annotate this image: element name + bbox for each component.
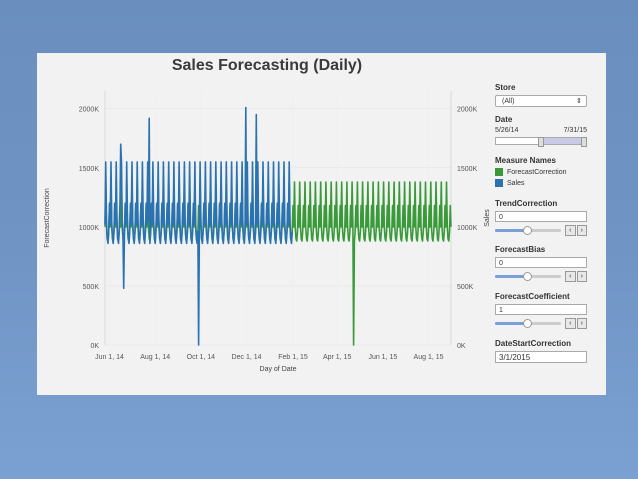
line-chart: 0K 0K 500K 500K 1000K 1000K 1500K 1500K 2000K 200… — [44, 91, 491, 373]
date-end: 7/31/15 — [563, 127, 587, 134]
y-tick-label-right: 2000K — [457, 107, 478, 114]
blue-swatch-icon — [495, 179, 503, 187]
measure-names-legend: Measure Names ForecastCorrection Sales — [495, 156, 603, 190]
y-tick-label-right: 500K — [457, 284, 474, 291]
bias-parameter: ForecastBias 0 ‹ › — [495, 245, 603, 282]
trend-slider-fill — [495, 229, 527, 232]
x-tick-label: Apr 1, 15 — [323, 354, 352, 361]
date-filter: Date 5/26/14 7/31/15 — [495, 115, 603, 147]
bias-input[interactable]: 0 — [495, 257, 587, 268]
bias-slider-row: ‹ › — [495, 271, 587, 282]
bias-slider-knob[interactable] — [523, 272, 532, 281]
series-line-sales — [104, 106, 293, 346]
y-axis-label-right: Sales — [484, 209, 491, 227]
date-start-correction-input[interactable]: 3/1/2015 — [495, 351, 587, 363]
store-dropdown[interactable]: (All) ⇕ — [495, 95, 587, 107]
coefficient-slider-knob[interactable] — [523, 319, 532, 328]
store-value: (All) — [502, 98, 515, 105]
date-range-values: 5/26/14 7/31/15 — [495, 127, 587, 134]
y-tick-label-left: 2000K — [79, 107, 100, 114]
coefficient-slider-fill — [495, 322, 527, 325]
x-tick-label: Aug 1, 15 — [414, 354, 444, 361]
legend-item-forecast[interactable]: ForecastCorrection — [495, 168, 603, 176]
trend-label: TrendCorrection — [495, 199, 558, 208]
trend-slider-row: ‹ › — [495, 225, 587, 236]
x-tick-label: Aug 1, 14 — [140, 354, 170, 361]
store-filter: Store (All) ⇕ — [495, 83, 603, 107]
y-tick-label-left: 0K — [90, 343, 99, 350]
x-tick-label: Oct 1, 14 — [187, 354, 216, 361]
green-swatch-icon — [495, 168, 503, 176]
updown-arrow-icon: ⇕ — [576, 98, 582, 105]
date-start-correction-label: DateStartCorrection — [495, 339, 572, 348]
x-axis-label: Day of Date — [260, 366, 297, 373]
y-tick-label-left: 1000K — [79, 225, 100, 232]
date-start: 5/26/14 — [495, 127, 519, 134]
measure-names-label: Measure Names — [495, 156, 556, 165]
y-tick-label-right: 1500K — [457, 166, 478, 173]
range-start-handle[interactable] — [538, 137, 544, 147]
legend-label-forecast: ForecastCorrection — [507, 168, 567, 176]
coefficient-input[interactable]: 1 — [495, 304, 587, 315]
chevron-right-icon[interactable]: › — [576, 225, 587, 236]
chevron-right-icon[interactable]: › — [576, 271, 587, 282]
y-tick-label-left: 500K — [83, 284, 100, 291]
coefficient-slider-row: ‹ › — [495, 318, 587, 329]
legend-label-sales: Sales — [507, 179, 525, 187]
range-end-handle[interactable] — [581, 137, 587, 147]
date-start-correction: DateStartCorrection 3/1/2015 — [495, 339, 603, 363]
date-range-slider[interactable] — [495, 137, 587, 147]
coefficient-label: ForecastCoefficient — [495, 292, 570, 301]
dashboard-panel: Sales Forecasting (Daily) 0K 0K 500K 500K 10… — [37, 53, 606, 395]
y-tick-label-left: 1500K — [79, 166, 100, 173]
chevron-left-icon[interactable]: ‹ — [565, 271, 576, 282]
y-axis-label-left: ForecastCorrection — [44, 188, 51, 248]
trend-parameter: TrendCorrection 0 ‹ › — [495, 199, 603, 236]
legend-item-sales[interactable]: Sales — [495, 179, 603, 187]
x-tick-label: Jun 1, 14 — [95, 354, 124, 361]
chart-area: Sales Forecasting (Daily) 0K 0K 500K 500K 10… — [37, 53, 497, 395]
trend-slider[interactable] — [495, 226, 562, 235]
coefficient-parameter: ForecastCoefficient 1 ‹ › — [495, 292, 603, 329]
chevron-left-icon[interactable]: ‹ — [565, 225, 576, 236]
chart-title: Sales Forecasting (Daily) — [171, 57, 363, 74]
bias-label: ForecastBias — [495, 245, 546, 254]
y-tick-label-right: 1000K — [457, 225, 478, 232]
trend-slider-knob[interactable] — [523, 226, 532, 235]
coefficient-slider[interactable] — [495, 319, 562, 328]
bias-slider-fill — [495, 275, 527, 278]
bias-slider[interactable] — [495, 272, 562, 281]
date-label: Date — [495, 115, 513, 124]
chevron-left-icon[interactable]: ‹ — [565, 318, 576, 329]
x-tick-label: Feb 1, 15 — [278, 354, 308, 361]
x-tick-label: Jun 1, 15 — [368, 354, 397, 361]
store-label: Store — [495, 83, 516, 92]
x-tick-label: Dec 1, 14 — [232, 354, 262, 361]
trend-input[interactable]: 0 — [495, 211, 587, 222]
date-range-fill — [540, 138, 586, 144]
series-line-forecastcorrection — [104, 181, 452, 346]
chevron-right-icon[interactable]: › — [576, 318, 587, 329]
y-tick-label-right: 0K — [457, 343, 466, 350]
